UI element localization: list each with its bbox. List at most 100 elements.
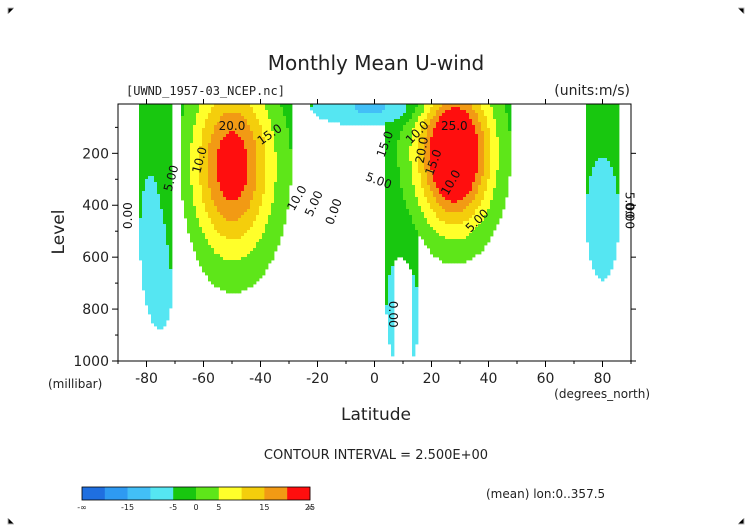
field-cell <box>154 104 158 183</box>
field-cell <box>256 104 260 120</box>
field-cell <box>466 221 470 237</box>
field-cell <box>223 260 227 291</box>
field-cell <box>241 236 245 258</box>
field-cell <box>493 104 497 120</box>
colorbar-swatch <box>150 487 174 500</box>
field-cell <box>418 116 422 135</box>
field-cell <box>211 248 215 285</box>
x-tick-label: 40 <box>480 371 498 387</box>
field-cell <box>469 119 473 192</box>
field-cell <box>226 221 230 240</box>
field-cell <box>163 104 167 225</box>
field-cell <box>487 179 491 210</box>
field-cell <box>322 104 326 120</box>
field-cell <box>196 218 200 261</box>
field-cell <box>427 113 431 126</box>
field-cell <box>352 104 356 126</box>
field-cell <box>220 104 224 117</box>
colorbar-swatch <box>104 487 128 500</box>
field-cell <box>220 191 224 216</box>
field-cell <box>229 260 233 294</box>
field-cell <box>349 104 353 126</box>
field-cell <box>448 239 452 264</box>
field-cell <box>457 107 461 201</box>
contour-interval: CONTOUR INTERVAL = 2.500E+00 <box>264 448 488 463</box>
field-cell <box>460 104 464 111</box>
field-cell <box>232 221 236 240</box>
field-cell <box>202 203 206 234</box>
field-cell <box>199 185 203 228</box>
field-cell <box>472 182 476 201</box>
field-cell <box>166 245 170 321</box>
y-tick-label: 800 <box>82 302 109 318</box>
field-cell <box>283 116 287 225</box>
field-cell <box>472 230 476 258</box>
field-cell <box>460 224 464 240</box>
field-cell <box>238 137 242 198</box>
colorbar-swatch <box>218 487 242 500</box>
field-cell <box>364 113 368 126</box>
field-cell <box>151 176 155 324</box>
field-cell <box>253 191 257 222</box>
field-cell <box>370 104 374 114</box>
field-cell <box>445 239 449 264</box>
field-cell <box>430 191 434 210</box>
field-cell <box>367 104 371 114</box>
field-cell <box>244 257 248 291</box>
x-tick-label: -80 <box>135 371 158 387</box>
field-cell <box>430 227 434 255</box>
field-cell <box>199 227 203 267</box>
field-cell <box>616 194 620 243</box>
field-cell <box>244 212 248 234</box>
field-cell <box>463 110 467 198</box>
field-cell <box>427 185 431 204</box>
y-axis-label: Level <box>49 210 69 255</box>
field-cell <box>286 128 290 210</box>
field-cell <box>415 230 419 288</box>
field-cell <box>169 104 173 270</box>
field-cell <box>391 266 395 357</box>
colorbar: -∞ -15 -5 0 5 15 25∞ <box>77 486 315 512</box>
field-cell <box>310 107 314 111</box>
contour-label: 5.00 <box>622 192 636 219</box>
field-cell <box>400 188 404 258</box>
field-cell <box>262 104 266 138</box>
field-cell <box>247 125 251 210</box>
field-cell <box>142 191 146 291</box>
field-cell <box>211 200 215 225</box>
field-cell <box>235 260 239 294</box>
field-cell <box>232 239 236 261</box>
field-cell <box>505 104 509 114</box>
field-cell <box>235 221 239 240</box>
field-cell <box>247 209 251 231</box>
field-cell <box>442 197 446 210</box>
field-cell <box>448 110 452 201</box>
field-cell <box>208 143 212 189</box>
field-cell <box>205 119 209 213</box>
field-cell <box>463 197 467 210</box>
field-cell <box>337 104 341 123</box>
field-cell <box>598 104 602 159</box>
field-cell <box>601 158 605 282</box>
field-cell <box>466 104 470 114</box>
field-cell <box>421 212 425 240</box>
colorbar-tick-label: -5 <box>169 503 177 512</box>
field-cell <box>355 110 359 126</box>
plot-area <box>139 104 620 357</box>
field-cell <box>424 137 428 171</box>
field-cell <box>469 203 473 219</box>
field-cell <box>484 104 488 117</box>
field-cell <box>190 185 194 243</box>
field-cell <box>586 194 590 243</box>
field-cell <box>358 113 362 126</box>
field-cell <box>235 134 239 201</box>
field-cell <box>202 128 206 204</box>
field-cell <box>211 107 215 135</box>
field-cell <box>430 107 434 120</box>
field-cell <box>220 140 224 192</box>
field-cell <box>256 215 260 243</box>
colorbar-tick-label: -15 <box>121 503 134 512</box>
field-cell <box>400 116 404 132</box>
field-cell <box>229 200 233 222</box>
field-cell <box>271 131 275 204</box>
